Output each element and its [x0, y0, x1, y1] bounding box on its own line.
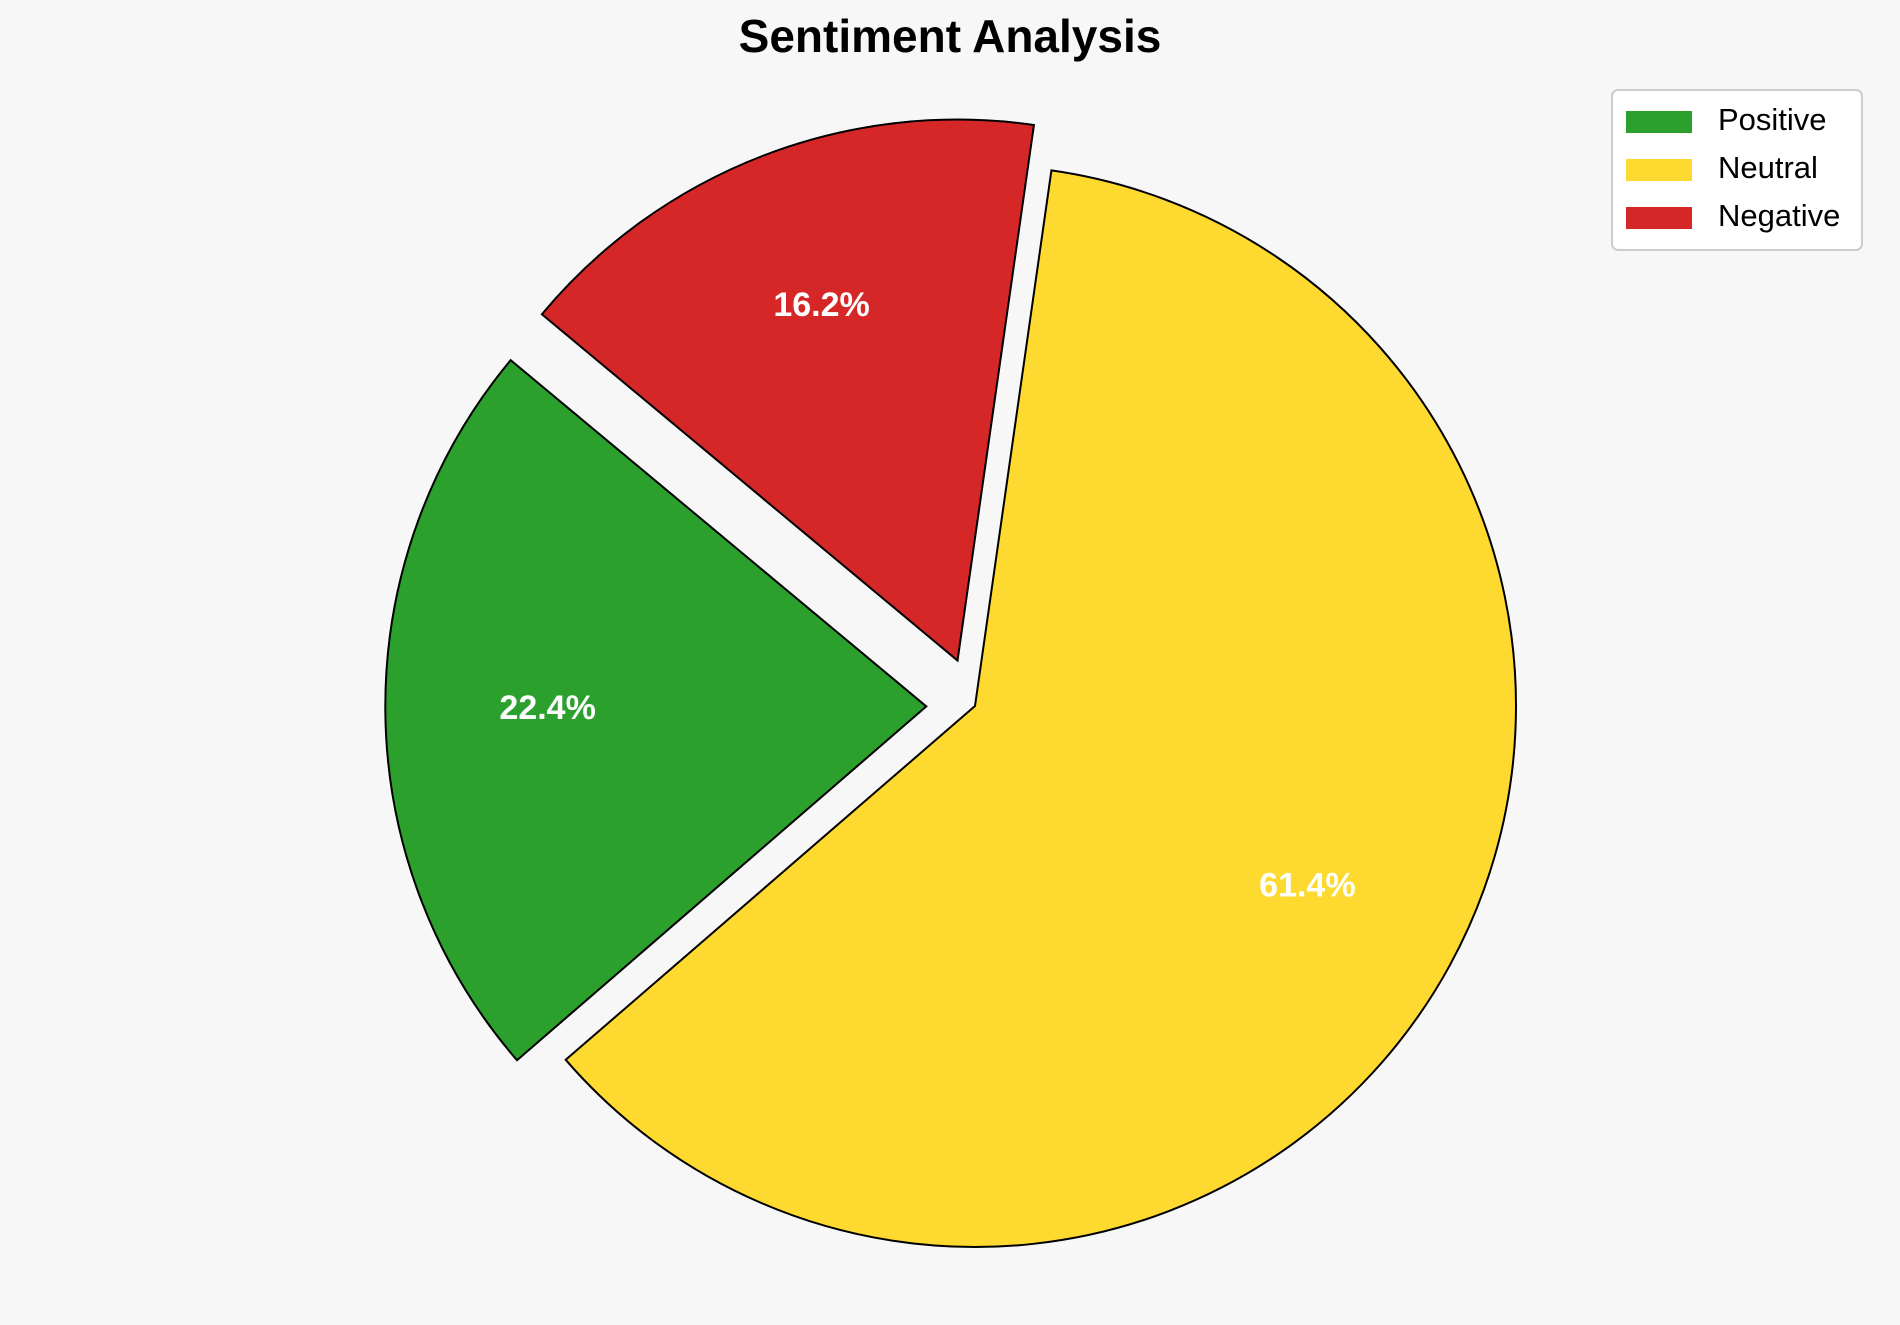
pie-slice — [564, 169, 1517, 1249]
legend-label: Positive — [1718, 102, 1827, 137]
slice-label: 61.4% — [1259, 866, 1355, 904]
slice-label: 22.4% — [499, 689, 595, 727]
legend-label: Neutral — [1718, 150, 1818, 185]
pie-slice — [540, 118, 1036, 663]
slice-label: 16.2% — [773, 286, 869, 324]
legend-swatch — [1626, 207, 1692, 229]
legend-label: Negative — [1718, 198, 1840, 233]
legend-swatch — [1626, 111, 1692, 133]
legend: Positive Neutral Negative — [1611, 89, 1863, 251]
legend-swatch — [1626, 159, 1692, 181]
chart-title: Sentiment Analysis — [739, 10, 1162, 62]
pie-slice — [384, 358, 928, 1062]
